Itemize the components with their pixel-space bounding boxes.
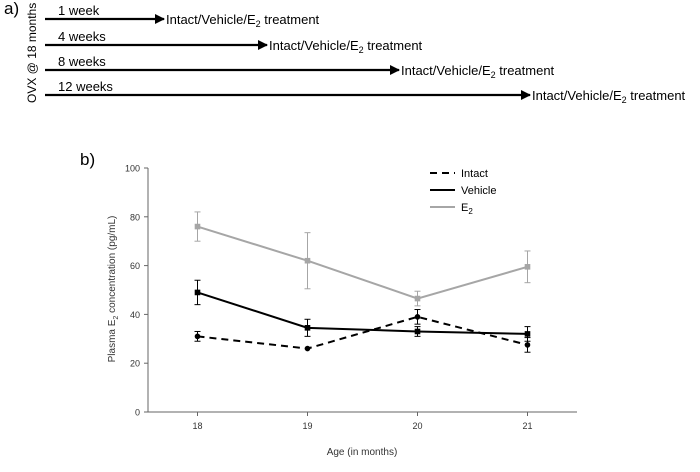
series-line [197,291,528,335]
legend-label-subscript: 2 [468,207,473,216]
series-e2 [194,211,531,307]
data-point [194,333,201,340]
timeline-row: 1 week Intact/Vehicle/E2 treatment [45,3,320,29]
data-point [194,223,201,230]
x-tick-label: 21 [522,421,532,431]
x-tick-label: 19 [302,421,312,431]
panel-b-label: b) [80,150,95,169]
x-tick-label: 18 [192,421,202,431]
legend-label: Vehicle [461,185,496,197]
y-label-prefix: Plasma E [107,319,118,362]
timeline-duration: 4 weeks [58,29,106,44]
data-point [524,342,531,348]
treatment-text: Intact/Vehicle/E [532,88,622,103]
treatment-text: Intact/Vehicle/E [401,63,491,78]
y-tick-label: 80 [130,212,140,222]
treatment-text: Intact/Vehicle/E [269,38,359,53]
timeline-treatment: Intact/Vehicle/E2 treatment [269,38,423,55]
y-tick-label: 100 [125,164,140,174]
data-point [304,257,311,264]
treatment-suffix: treatment [261,12,320,27]
treatment-subscript: 2 [359,45,364,55]
legend-label: Intact [461,168,488,180]
treatment-subscript: 2 [256,19,261,29]
series-line [197,225,528,300]
ovx-caption: OVX @ 18 months [25,3,39,103]
legend: Intact Vehicle E2 [430,168,496,216]
timeline-row: 12 weeks Intact/Vehicle/E2 treatment [45,79,686,105]
y-tick-label: 20 [130,359,140,369]
y-tick-label: 0 [135,408,140,418]
timeline-row: 4 weeks Intact/Vehicle/E2 treatment [45,29,423,55]
series-line [197,315,528,350]
y-tick-label: 60 [130,261,140,271]
timeline-duration: 1 week [58,3,100,18]
treatment-subscript: 2 [622,95,627,105]
timeline-treatment: Intact/Vehicle/E2 treatment [166,12,320,29]
treatment-suffix: treatment [364,38,423,53]
y-axis-label: Plasma E2 concentration (pg/mL) [107,216,120,363]
data-point [414,314,421,320]
data-point [304,345,311,352]
data-point [524,331,531,337]
data-point [414,328,421,335]
series-intact [194,309,531,353]
legend-label-text: E [461,202,468,214]
y-axis-ticks: 0 20 40 60 80 100 [125,164,148,418]
data-point [414,295,421,302]
y-label-suffix: concentration (pg/mL) [107,216,118,316]
x-axis-label: Age (in months) [327,447,398,458]
timeline-row: 8 weeks Intact/Vehicle/E2 treatment [45,54,555,80]
y-label-subscript: 2 [113,316,120,320]
legend-label-text: Intact [461,168,488,180]
legend-label-text: Vehicle [461,185,496,197]
treatment-suffix: treatment [627,88,686,103]
x-axis-ticks: 18 19 20 21 [192,412,533,431]
timeline-duration: 12 weeks [58,79,113,94]
legend-label: E2 [461,202,473,216]
timeline-treatment: Intact/Vehicle/E2 treatment [532,88,686,105]
panel-a-label: a) [4,0,19,18]
treatment-text: Intact/Vehicle/E [166,12,256,27]
treatment-subscript: 2 [491,70,496,80]
y-tick-label: 40 [130,310,140,320]
line-chart: 0 20 40 60 80 100 18 19 20 21 Age (in months) Pl… [107,164,577,458]
data-point [304,325,311,331]
timeline-treatment: Intact/Vehicle/E2 treatment [401,63,555,80]
x-tick-label: 20 [412,421,422,431]
series-vehicle [194,279,531,342]
data-point [194,289,201,296]
series-layer [194,211,531,353]
timeline-duration: 8 weeks [58,54,106,69]
treatment-suffix: treatment [496,63,555,78]
data-point [524,264,531,270]
